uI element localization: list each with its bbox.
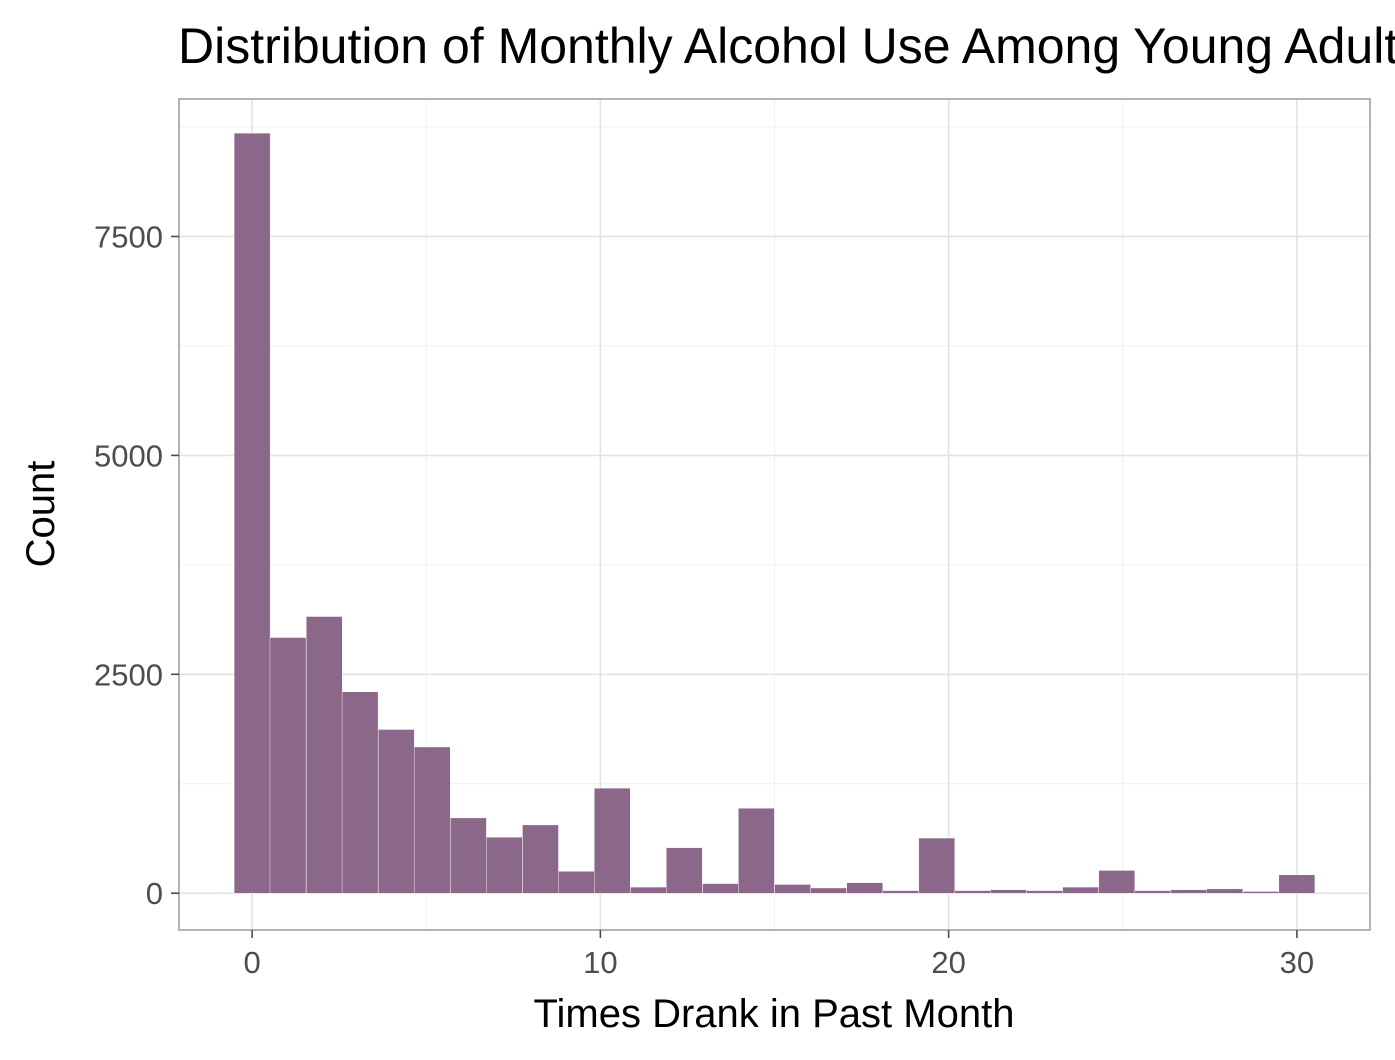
histogram-bar <box>306 616 343 894</box>
histogram-bar <box>630 886 667 894</box>
y-tick-label: 2500 <box>94 657 163 692</box>
histogram-bar <box>1062 886 1099 894</box>
histogram-bars <box>233 132 1316 894</box>
histogram-bar <box>918 837 955 894</box>
histogram-bar <box>954 890 991 894</box>
histogram-bar <box>1242 891 1280 894</box>
histogram-bar <box>738 808 775 894</box>
histogram-bar <box>846 882 883 894</box>
histogram-bar <box>990 889 1027 894</box>
histogram-bar <box>594 787 631 894</box>
x-tick-label: 0 <box>244 945 261 980</box>
histogram-bar <box>269 637 307 894</box>
x-axis: 0 10 20 30 <box>244 930 1314 980</box>
x-tick-label: 30 <box>1280 945 1314 980</box>
histogram-bar <box>378 729 415 894</box>
histogram-bar <box>1278 874 1316 894</box>
histogram-bar <box>882 890 919 894</box>
histogram-bar <box>413 746 451 894</box>
y-axis: 0 2500 5000 7500 <box>94 219 179 911</box>
histogram-bar <box>810 887 847 894</box>
panel-border <box>178 98 1371 931</box>
x-tick-label: 20 <box>931 945 965 980</box>
histogram-bar <box>1098 870 1136 894</box>
x-axis-title: Times Drank in Past Month <box>534 992 1015 1036</box>
histogram-bar <box>774 884 811 894</box>
y-tick-label: 7500 <box>94 219 163 254</box>
y-tick-label: 5000 <box>94 438 163 473</box>
x-tick-label: 10 <box>583 945 617 980</box>
histogram-bar <box>558 871 595 894</box>
histogram-bar <box>522 824 559 894</box>
y-axis-title: Count <box>19 461 63 568</box>
histogram-bar <box>486 836 523 894</box>
chart-title: Distribution of Monthly Alcohol Use Amon… <box>178 18 1395 74</box>
histogram-bar <box>341 691 379 894</box>
histogram-bar <box>450 817 487 894</box>
histogram-bar <box>1026 890 1063 894</box>
histogram-bar <box>666 847 703 894</box>
y-tick-label: 0 <box>146 876 163 911</box>
histogram-bar <box>702 883 739 894</box>
histogram-bar <box>1170 889 1208 894</box>
histogram-bar <box>233 132 271 894</box>
histogram-bar <box>1206 888 1243 894</box>
histogram-bar <box>1134 890 1171 894</box>
